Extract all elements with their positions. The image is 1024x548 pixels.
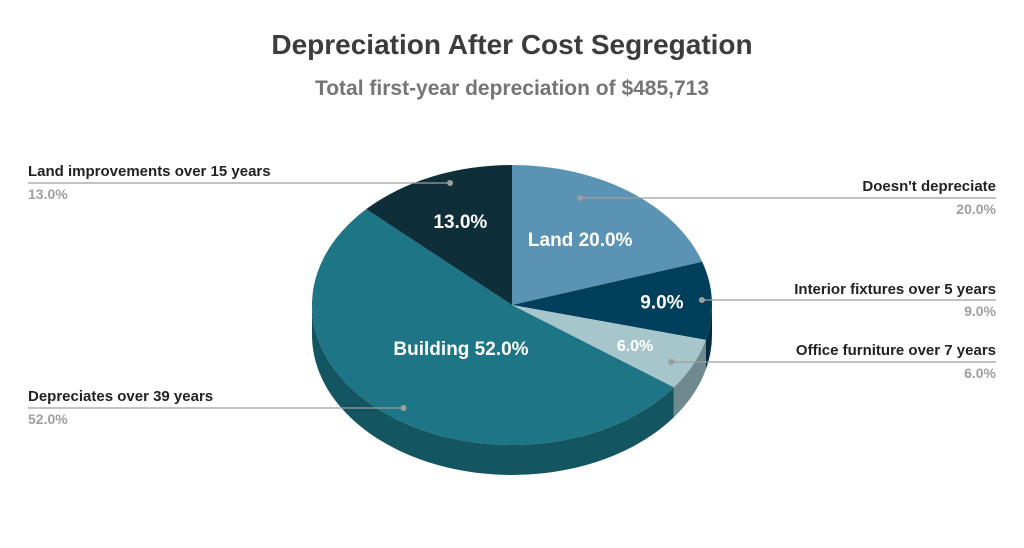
leader-dot-land [577,195,584,201]
leader-dot-interior [698,297,705,303]
leader-dot-land-improvements [447,180,454,186]
callout-label-interior: Interior fixtures over 5 years [794,281,996,298]
callout-label-land: Doesn't depreciate [862,178,996,195]
pie-side-walls [312,305,712,476]
slice-interior[interactable] [512,261,712,340]
slice-label-furniture: 6.0% [617,338,653,355]
slice-label-land: Land 20.0% [528,230,633,251]
slice-side-building [312,305,674,476]
leader-dot-furniture [668,359,675,365]
slice-land-improvements[interactable] [366,165,512,305]
slice-side-interior [705,305,712,370]
callout-value-interior: 9.0% [964,303,996,319]
callout-label-furniture: Office furniture over 7 years [796,342,996,359]
slice-label-building: Building 52.0% [393,339,528,360]
chart-title: Depreciation After Cost Segregation [271,29,752,60]
slice-label-interior: 9.0% [640,292,683,313]
pie-slices [311,165,712,446]
slice-labels: Land 20.0% 9.0% 6.0% Building 52.0% 13.0% [393,212,683,360]
callouts: Doesn't depreciate 20.0% Interior fixtures… [28,163,997,427]
slice-building[interactable] [311,209,674,446]
leader-dot-building [400,405,407,411]
slice-side-furniture [673,339,706,418]
slice-furniture[interactable] [512,305,706,388]
callout-value-land: 20.0% [956,201,996,217]
callout-label-building: Depreciates over 39 years [28,388,213,405]
slice-label-land-improvements: 13.0% [433,212,487,233]
callout-value-building: 52.0% [28,411,68,427]
slice-land[interactable] [512,165,703,305]
chart-subtitle: Total first-year depreciation of $485,71… [315,77,709,100]
callout-value-furniture: 6.0% [964,365,996,381]
callout-value-land-improvements: 13.0% [28,186,68,202]
callout-label-land-improvements: Land improvements over 15 years [28,163,271,180]
